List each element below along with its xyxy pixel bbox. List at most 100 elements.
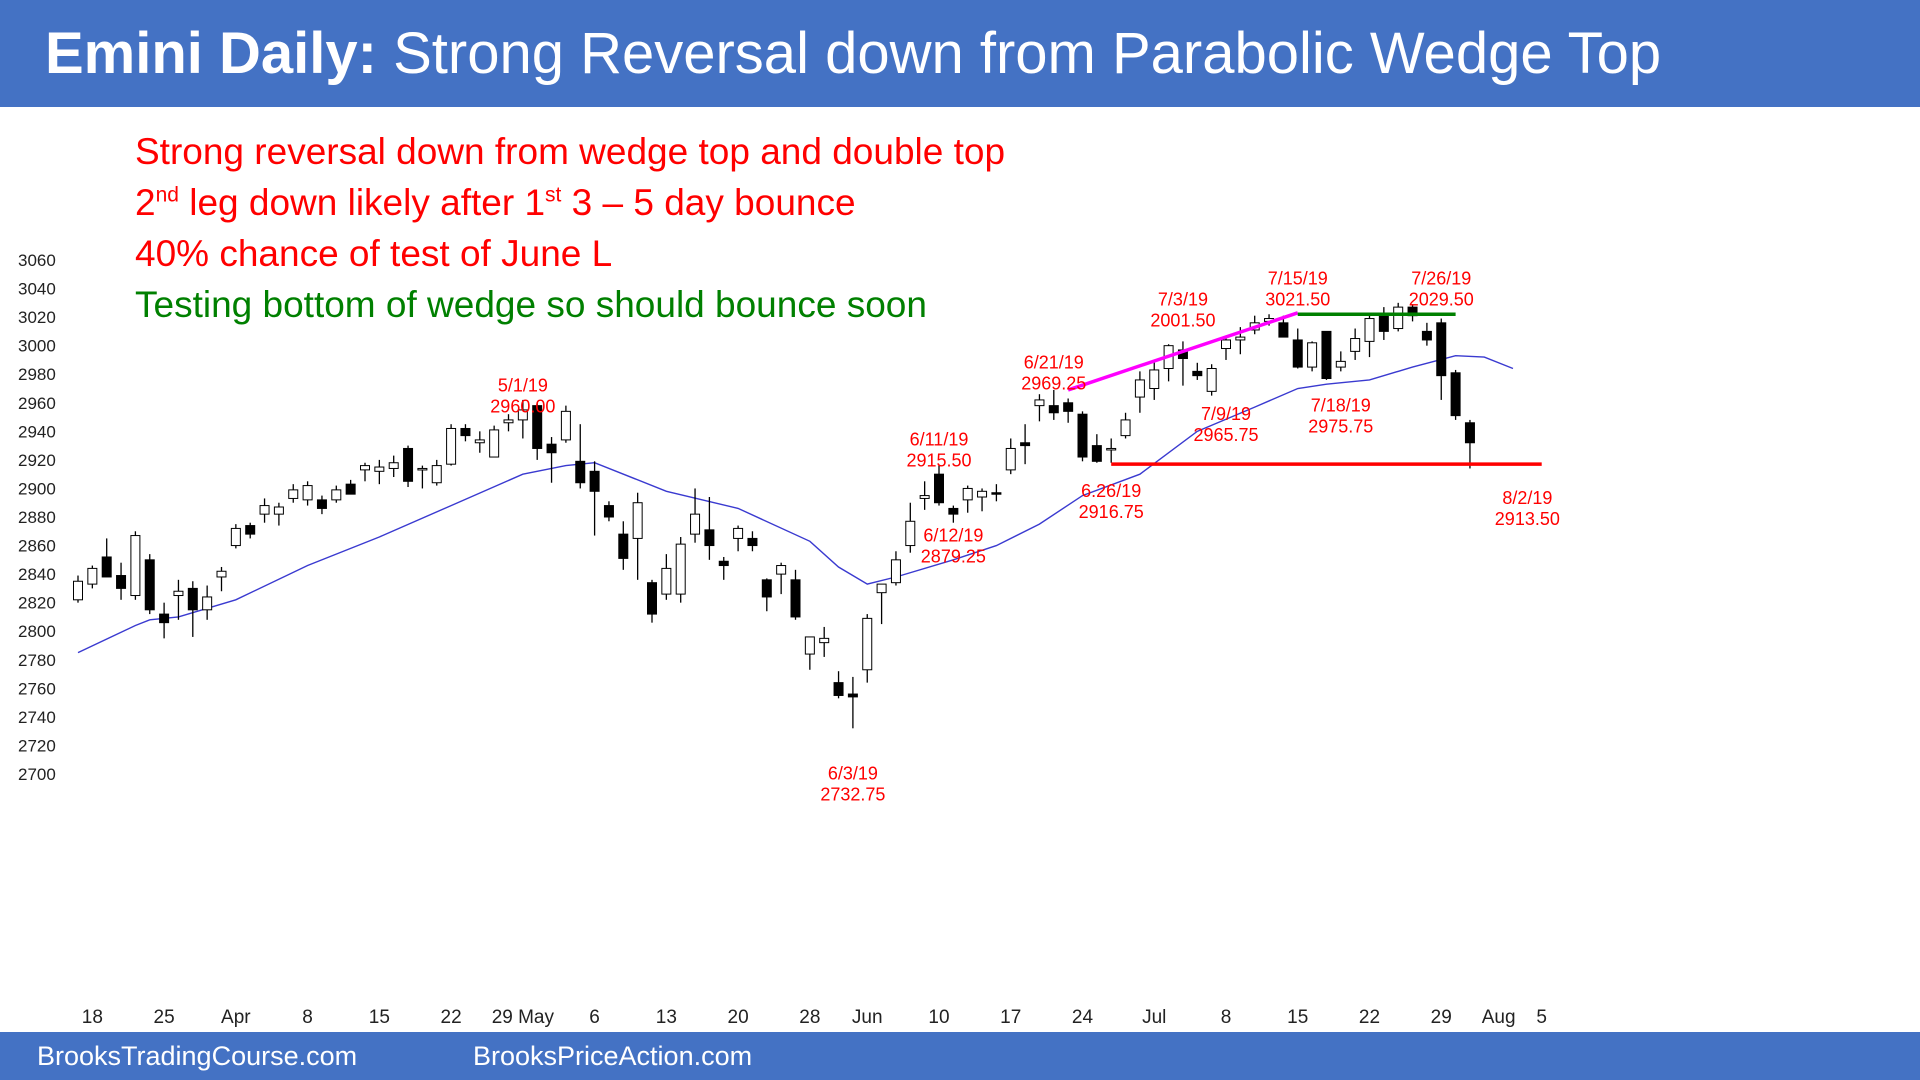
candle bbox=[948, 505, 959, 523]
candle bbox=[1005, 438, 1016, 475]
price-annotation: 8/2/19 2913.50 bbox=[1495, 488, 1560, 529]
candle bbox=[446, 424, 457, 466]
y-tick-label: 2760 bbox=[18, 679, 56, 698]
candle bbox=[517, 399, 528, 439]
candle bbox=[1034, 394, 1045, 422]
y-tick-label: 2860 bbox=[18, 537, 56, 556]
candle bbox=[1163, 344, 1174, 382]
candle bbox=[360, 462, 370, 482]
candle bbox=[1450, 369, 1461, 420]
candle bbox=[431, 459, 442, 486]
candle bbox=[919, 481, 930, 510]
candle bbox=[1335, 351, 1346, 372]
candle bbox=[503, 414, 514, 432]
y-tick-label: 2880 bbox=[18, 508, 56, 527]
candle bbox=[1221, 335, 1231, 360]
candle bbox=[1063, 398, 1074, 423]
candle bbox=[934, 465, 944, 506]
candle bbox=[116, 562, 127, 600]
candle bbox=[546, 437, 557, 483]
candle bbox=[905, 502, 916, 553]
note-line-2-sup1: nd bbox=[155, 183, 179, 207]
candle bbox=[575, 424, 586, 489]
candle bbox=[73, 575, 83, 603]
candle bbox=[230, 524, 241, 549]
candle bbox=[1120, 412, 1131, 439]
y-tick-label: 2780 bbox=[18, 651, 56, 670]
note-line-2-b: leg down likely after 1 bbox=[178, 182, 546, 223]
candle bbox=[733, 525, 744, 552]
x-tick-label: 15 bbox=[369, 1007, 390, 1028]
y-tick-label: 2920 bbox=[18, 451, 56, 470]
candle bbox=[977, 488, 988, 512]
x-tick-label: 24 bbox=[1072, 1007, 1094, 1028]
candle bbox=[560, 405, 571, 443]
candle bbox=[288, 484, 299, 503]
price-annotation: 6.26/19 2916.75 bbox=[1079, 481, 1144, 522]
title-rest: Strong Reversal down from Parabolic Wedg… bbox=[376, 21, 1662, 86]
x-axis: 18 25 Apr 8 15 22 29 May 6 13 20 28 Jun 10 17 24 Jul 8 15… bbox=[82, 1007, 1547, 1028]
candle bbox=[718, 556, 729, 580]
y-tick-label: 2940 bbox=[18, 422, 56, 441]
candle bbox=[1421, 322, 1432, 346]
commentary-notes: Strong reversal down from wedge top and … bbox=[135, 126, 1005, 330]
candle bbox=[804, 636, 815, 670]
note-line-1: Strong reversal down from wedge top and … bbox=[135, 131, 1006, 172]
candle bbox=[1378, 307, 1389, 340]
candle bbox=[489, 425, 500, 458]
candle bbox=[130, 531, 141, 600]
x-tick-label: Aug bbox=[1482, 1007, 1516, 1028]
y-tick-label: 2820 bbox=[18, 594, 56, 613]
candle bbox=[618, 521, 629, 570]
candle bbox=[245, 522, 256, 539]
price-annotation: 5/1/19 2960.00 bbox=[490, 375, 555, 416]
y-tick-label: 2740 bbox=[18, 708, 56, 727]
chart-title-bar: Emini Daily: Strong Reversal down from P… bbox=[0, 0, 1920, 107]
candle bbox=[460, 424, 471, 442]
candle bbox=[417, 465, 428, 489]
candle bbox=[173, 579, 184, 620]
x-tick-label: 5 bbox=[1536, 1007, 1547, 1028]
candle bbox=[1106, 438, 1117, 463]
candle bbox=[345, 479, 356, 495]
candle bbox=[632, 492, 643, 580]
note-line-2-a: 2 bbox=[135, 182, 156, 223]
y-tick-label: 2980 bbox=[18, 365, 56, 384]
candle bbox=[259, 498, 270, 523]
candle bbox=[761, 578, 772, 612]
candle bbox=[833, 671, 844, 699]
candle bbox=[101, 538, 112, 578]
candle bbox=[661, 554, 672, 600]
candle bbox=[1048, 389, 1059, 420]
candle bbox=[1192, 362, 1203, 380]
footer-link-brookstradingcourse[interactable]: BrooksTradingCourse.com bbox=[37, 1041, 358, 1071]
x-tick-label: 18 bbox=[82, 1007, 103, 1028]
footer-bar: BrooksTradingCourse.com BrooksPriceActio… bbox=[0, 1032, 1920, 1080]
x-tick-label: Jun bbox=[852, 1007, 883, 1028]
x-tick-label: 17 bbox=[1000, 1007, 1021, 1028]
candle bbox=[159, 602, 170, 639]
x-tick-label: 6 bbox=[589, 1007, 600, 1028]
x-tick-label: 29 May bbox=[492, 1007, 555, 1028]
y-axis: 2700 2720 2740 2760 2780 2800 2820 2840 2860 2880… bbox=[18, 251, 56, 784]
price-annotation: 6/11/19 2915.50 bbox=[906, 430, 971, 471]
annotations-layer: 5/1/19 2960.00 6/3/19 2732.75 6/11/19 2915.50… bbox=[490, 268, 1560, 804]
y-tick-label: 2960 bbox=[18, 394, 56, 413]
candle bbox=[1321, 330, 1332, 380]
price-annotation: 7/15/19 3021.50 bbox=[1265, 268, 1330, 309]
candle bbox=[776, 562, 787, 595]
y-tick-label: 2800 bbox=[18, 622, 56, 641]
note-line-2: 2nd leg down likely after 1st 3 – 5 day … bbox=[135, 177, 1005, 228]
candle bbox=[187, 581, 198, 637]
candle bbox=[1020, 424, 1031, 465]
candle bbox=[532, 402, 543, 460]
candle bbox=[1206, 364, 1217, 396]
candle bbox=[790, 569, 801, 620]
candle bbox=[374, 459, 385, 485]
footer-link-brookspriceaction[interactable]: BrooksPriceAction.com bbox=[473, 1041, 753, 1071]
candle bbox=[1134, 371, 1145, 413]
x-tick-label: 15 bbox=[1287, 1007, 1308, 1028]
x-tick-label: 29 bbox=[1431, 1007, 1452, 1028]
y-tick-label: 3040 bbox=[18, 280, 56, 299]
